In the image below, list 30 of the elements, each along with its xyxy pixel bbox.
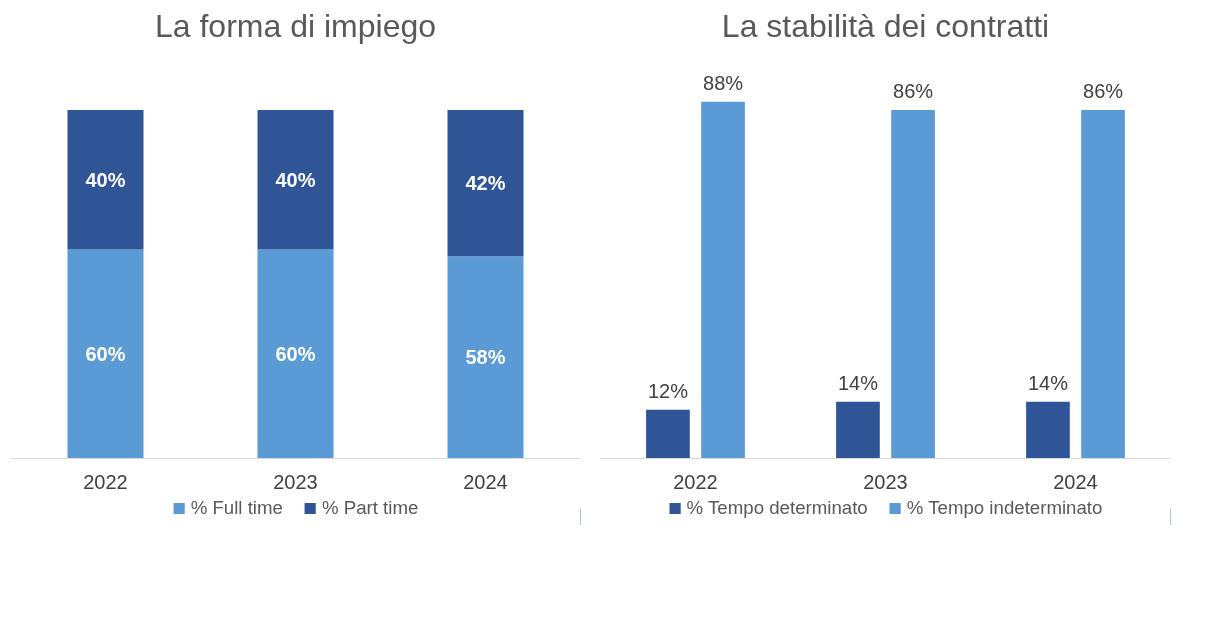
bar <box>891 109 935 459</box>
bar <box>836 401 880 459</box>
bar <box>1026 401 1070 459</box>
bar <box>1081 109 1125 459</box>
data-label: 42% <box>465 172 506 195</box>
data-label: 88% <box>703 71 744 94</box>
data-label: 40% <box>275 168 316 191</box>
data-label: 86% <box>893 79 934 102</box>
data-label: 60% <box>275 342 316 365</box>
legend-label: % Full time <box>190 497 283 519</box>
data-label: 40% <box>85 168 126 191</box>
x-tick-label: 2023 <box>863 470 908 493</box>
x-tick-label: 2024 <box>1053 470 1098 493</box>
legend-label: % Part time <box>321 497 419 519</box>
x-tick-label: 2023 <box>273 470 318 493</box>
x-tick-label: 2024 <box>463 470 508 493</box>
data-label: 14% <box>837 371 879 394</box>
data-label: 58% <box>465 346 506 369</box>
legend-label: % Tempo determinato <box>686 497 868 519</box>
x-tick-label: 2022 <box>673 470 718 493</box>
chart-title: La forma di impiego <box>154 7 437 44</box>
chart-title: La stabilità dei contratti <box>721 7 1050 44</box>
data-label: 12% <box>647 379 689 402</box>
data-label: 60% <box>85 342 126 365</box>
bar <box>646 409 690 459</box>
data-label: 86% <box>1083 79 1124 102</box>
bar <box>701 101 745 459</box>
legend-label: % Tempo indeterminato <box>906 497 1103 519</box>
data-label: 14% <box>1027 371 1069 394</box>
x-tick-label: 2022 <box>83 470 128 493</box>
